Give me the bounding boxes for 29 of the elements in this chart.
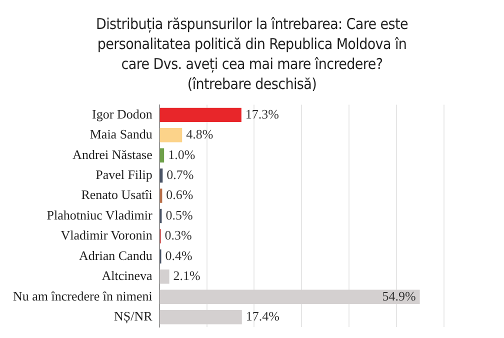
bar — [160, 290, 420, 304]
bar — [160, 270, 170, 284]
data-label: 1.0% — [168, 146, 196, 162]
data-label: 4.8% — [186, 126, 214, 142]
y-tick-label: Renato Usatîi — [81, 187, 153, 202]
bar — [160, 148, 164, 162]
y-tick-label: Igor Dodon — [92, 106, 153, 122]
y-tick-label: Plahotniuc Vladimir — [46, 207, 153, 222]
chart-title: Distribuția răspunsurilor la întrebarea: Care este personalitatea politică din Republica Moldova în care Dvs. aveți cea mai mare încredere? (întrebare deschisă) — [94, 14, 410, 94]
data-label: 0.5% — [166, 207, 193, 222]
y-tick-label: Pavel Filip — [96, 166, 152, 182]
data-label: 54.9% — [382, 288, 416, 304]
y-tick-label: Altcineva — [102, 268, 153, 284]
y-tick-label: Andrei Năstase — [72, 146, 153, 162]
data-label: 0.7% — [166, 166, 194, 182]
y-tick-label: Adrian Candu — [79, 248, 153, 263]
data-label: 2.1% — [173, 268, 201, 284]
bar — [160, 310, 242, 324]
bar — [160, 128, 182, 142]
data-label: 0.4% — [165, 248, 192, 263]
data-label: 0.3% — [164, 228, 192, 243]
data-label: 0.6% — [166, 187, 194, 202]
y-tick-label: Maia Sandu — [90, 126, 153, 142]
data-label: 17.4% — [246, 308, 280, 324]
y-tick-label: Vladimir Voronin — [60, 228, 153, 243]
data-label: 17.3% — [245, 106, 280, 122]
y-tick-label: NȘ/NR — [114, 308, 153, 324]
y-tick-label: Nu am încredere în nimeni — [12, 288, 153, 304]
bar — [160, 108, 242, 122]
